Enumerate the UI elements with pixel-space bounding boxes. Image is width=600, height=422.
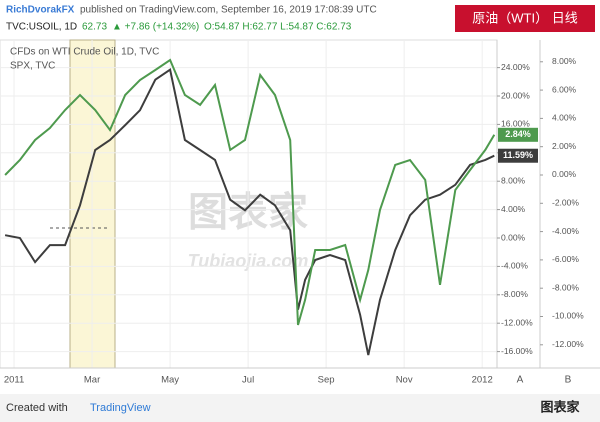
y2-tick-label: -8.00% bbox=[552, 282, 579, 292]
y2-tick-label: 4.00% bbox=[552, 113, 577, 123]
x-tick-label: Sep bbox=[318, 375, 335, 386]
y2-tick-label: -4.00% bbox=[552, 226, 579, 236]
last-value-box bbox=[498, 148, 538, 163]
brand[interactable]: TradingView bbox=[90, 402, 151, 414]
y-tick-label: -4.00% bbox=[501, 261, 528, 271]
y2-tick-label: 8.00% bbox=[552, 56, 577, 66]
last-value-label: 11.59% bbox=[503, 150, 533, 160]
change: ▲ +7.86 (+14.32%) bbox=[112, 22, 199, 33]
x-tick-label: Jul bbox=[242, 375, 254, 386]
published-text: published on TradingView.com, September … bbox=[80, 5, 377, 16]
y-tick-label: 8.00% bbox=[501, 175, 526, 185]
y2-tick-label: -12.00% bbox=[552, 339, 584, 349]
badge-box bbox=[455, 5, 595, 32]
y2-tick-label: -2.00% bbox=[552, 198, 579, 208]
series-line bbox=[4, 68, 495, 356]
axis-a-label[interactable]: A bbox=[517, 375, 524, 386]
footer-bar bbox=[0, 394, 600, 422]
created-with: Created with bbox=[6, 402, 68, 414]
x-tick-label: 2012 bbox=[472, 375, 493, 386]
axis-b-label[interactable]: B bbox=[565, 375, 572, 386]
x-tick-label: Mar bbox=[84, 375, 100, 386]
y2-tick-label: -10.00% bbox=[552, 311, 584, 321]
last-price: 62.73 bbox=[82, 22, 107, 33]
y2-tick-label: -6.00% bbox=[552, 254, 579, 264]
ohlc: O:54.87 H:62.77 L:54.87 C:62.73 bbox=[204, 22, 352, 33]
y-tick-label: -12.00% bbox=[501, 317, 533, 327]
publisher[interactable]: RichDvorakFX bbox=[6, 5, 75, 16]
legend-entry: CFDs on WTI Crude Oil, 1D, TVC bbox=[10, 47, 159, 58]
y-tick-label: 4.00% bbox=[501, 204, 526, 214]
last-value-box bbox=[498, 127, 538, 142]
symbol: TVC:USOIL, 1D bbox=[6, 22, 77, 33]
y2-tick-label: 2.00% bbox=[552, 141, 577, 151]
y2-tick-label: 6.00% bbox=[552, 84, 577, 94]
y2-tick-label: 0.00% bbox=[552, 169, 577, 179]
badge: 原油（WTI） 日线 bbox=[472, 10, 577, 25]
y-tick-label: 24.00% bbox=[501, 62, 530, 72]
y-tick-label: 16.00% bbox=[501, 119, 530, 129]
x-tick-label: May bbox=[161, 375, 179, 386]
logo-text: 图表家 bbox=[540, 399, 580, 414]
y-tick-label: 20.00% bbox=[501, 90, 530, 100]
last-value-label: 2.84% bbox=[505, 129, 531, 139]
x-tick-label: 2011 bbox=[4, 375, 24, 386]
legend-entry: SPX, TVC bbox=[10, 61, 55, 72]
y-tick-label: -8.00% bbox=[501, 289, 528, 299]
x-tick-label: Nov bbox=[396, 375, 413, 386]
y-tick-label: 0.00% bbox=[501, 232, 526, 242]
y-tick-label: -16.00% bbox=[501, 346, 533, 356]
series-line bbox=[4, 58, 496, 326]
